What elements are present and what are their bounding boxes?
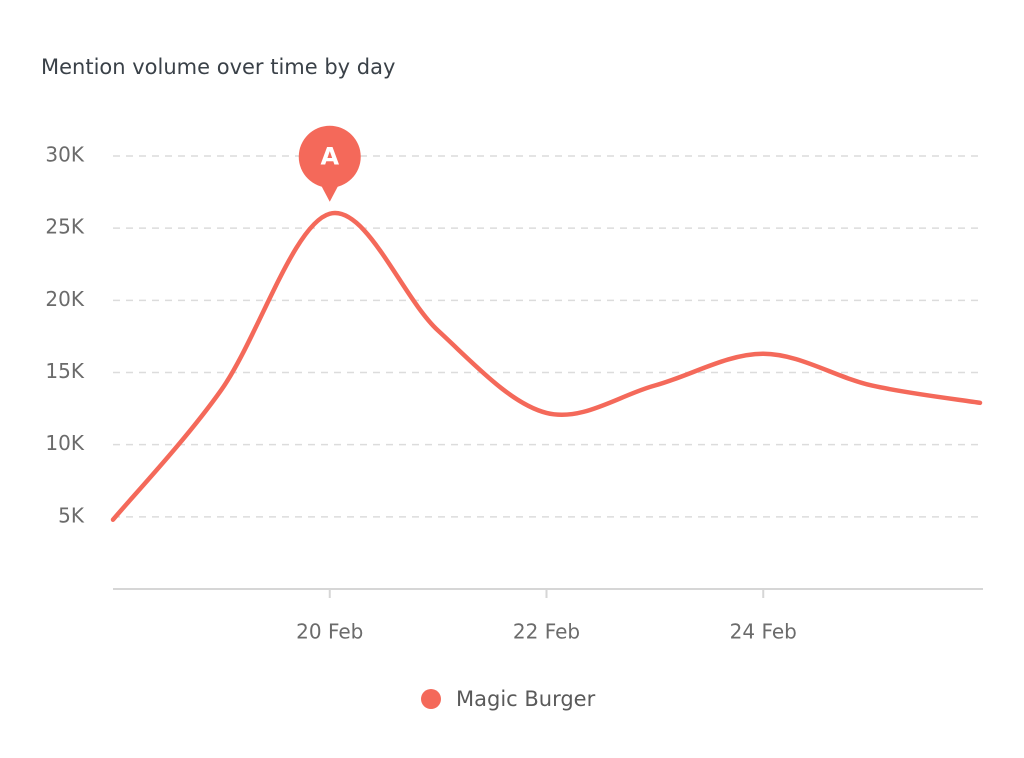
x-tick-label: 24 Feb xyxy=(730,620,797,644)
annotation-marker xyxy=(320,184,339,202)
chart-title: Mention volume over time by day xyxy=(41,55,395,79)
y-tick-label: 15K xyxy=(45,359,84,383)
annotation-marker xyxy=(298,125,361,188)
y-tick-label: 10K xyxy=(45,431,84,455)
legend-label: Magic Burger xyxy=(456,687,596,711)
line-series xyxy=(110,210,983,522)
y-tick-label: 30K xyxy=(45,143,84,167)
y-tick-label: 5K xyxy=(58,503,85,527)
x-tick-label: 22 Feb xyxy=(513,620,580,644)
y-tick-label: 25K xyxy=(45,215,84,239)
legend-swatch xyxy=(421,689,441,709)
annotation-label: A xyxy=(320,143,339,171)
y-tick-label: 20K xyxy=(45,287,84,311)
x-tick-label: 20 Feb xyxy=(296,620,363,644)
